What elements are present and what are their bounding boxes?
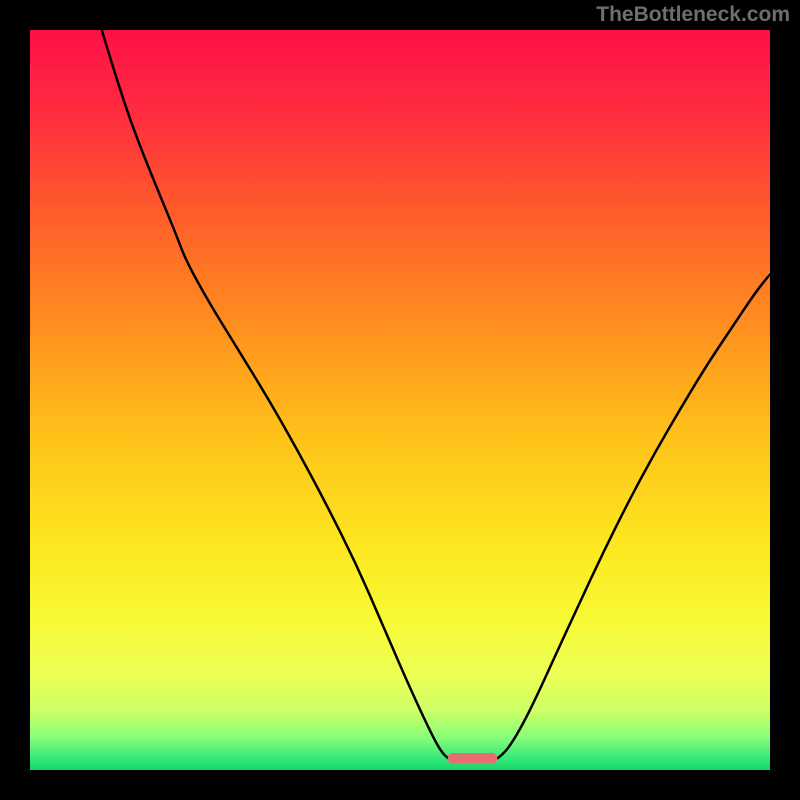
plot-background	[30, 30, 770, 770]
chart-svg	[0, 0, 800, 800]
watermark-text: TheBottleneck.com	[596, 3, 790, 27]
bottleneck-chart-container: TheBottleneck.com	[0, 0, 800, 800]
bottom-marker	[448, 753, 498, 763]
